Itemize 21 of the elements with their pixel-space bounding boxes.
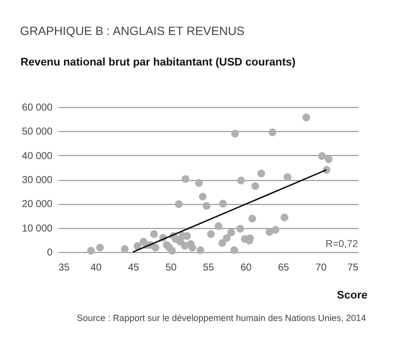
y-tick-label: 40 000 [22,150,53,162]
y-tick-label: 50 000 [22,126,53,138]
chart-title: GRAPHIQUE B : ANGLAIS ET REVENUS [20,24,245,38]
x-tick-label: 65 [278,262,290,274]
x-tick-label: 70 [315,262,327,274]
y-tick-label: 20 000 [22,199,53,210]
x-tick-label: 55 [202,262,214,274]
x-tick-label: 45 [128,262,140,274]
x-tick-label: 50 [165,262,177,274]
x-tick-label: 35 [58,262,70,274]
y-tick-label: 60 000 [22,102,53,114]
y-axis-title: Revenu national brut par habitantant (USD courants) [20,56,296,68]
y-tick-label: 0 [46,248,53,258]
annotation: R=0,72 [325,239,358,250]
x-tick-label: 60 [240,262,252,274]
y-tick-label: 10 000 [22,223,53,234]
x-tick-label: 75 [347,262,359,274]
source-note: Source : Rapport sur le développement humain des Nations Unies, 2014 [76,313,366,323]
y-tick-label: 30 000 [22,175,53,186]
x-axis-title: Score [336,290,368,302]
x-tick-label: 40 [90,262,102,274]
